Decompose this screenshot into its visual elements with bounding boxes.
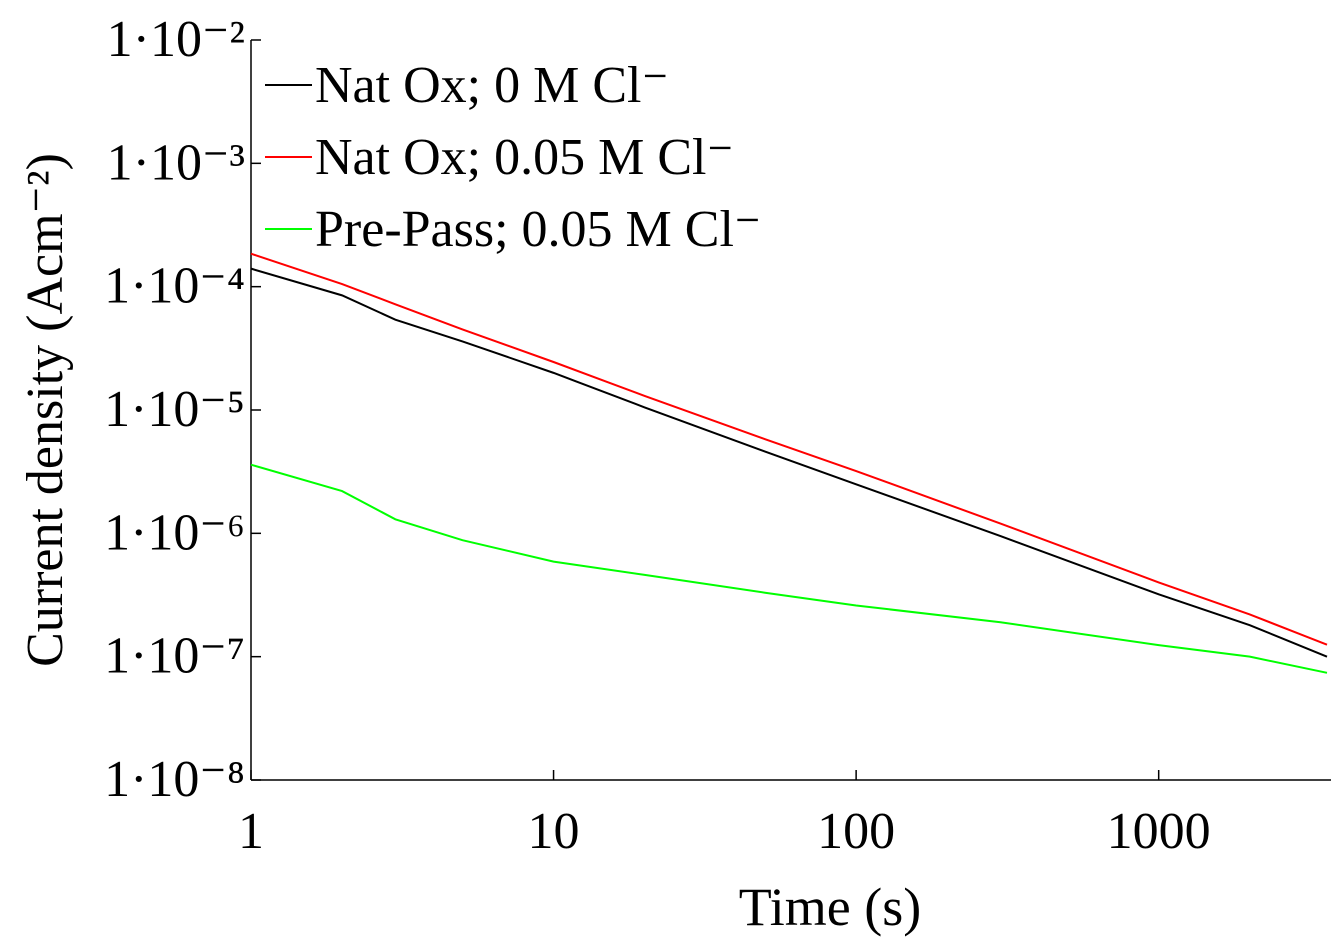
x-tick-label: 1000	[1107, 803, 1211, 860]
y-tick-label: 1·10⁻²	[107, 11, 245, 68]
legend-label: Nat Ox; 0.05 M Cl⁻	[315, 129, 734, 186]
legend-label: Nat Ox; 0 M Cl⁻	[315, 57, 669, 114]
data-line	[250, 463, 1328, 674]
y-tick-label: 1·10⁻⁶	[104, 504, 245, 561]
y-axis-label: Current density (Acm⁻²)	[17, 153, 74, 667]
y-tick-label: 1·10⁻⁷	[104, 628, 245, 685]
legend-label: Pre-Pass; 0.05 M Cl⁻	[315, 201, 761, 258]
y-tick-label: 1·10⁻⁵	[104, 381, 245, 438]
x-tick-label: 10	[528, 803, 580, 860]
x-tick-label: 1	[238, 803, 264, 860]
data-line	[250, 252, 1328, 646]
x-axis-label: Time (s)	[739, 877, 922, 937]
x-tick-label: 100	[817, 803, 895, 860]
y-tick-label: 1·10⁻⁸	[104, 751, 245, 808]
data-line	[250, 267, 1328, 658]
y-tick-label: 1·10⁻³	[107, 134, 245, 191]
y-tick-label: 1·10⁻⁴	[104, 258, 245, 315]
